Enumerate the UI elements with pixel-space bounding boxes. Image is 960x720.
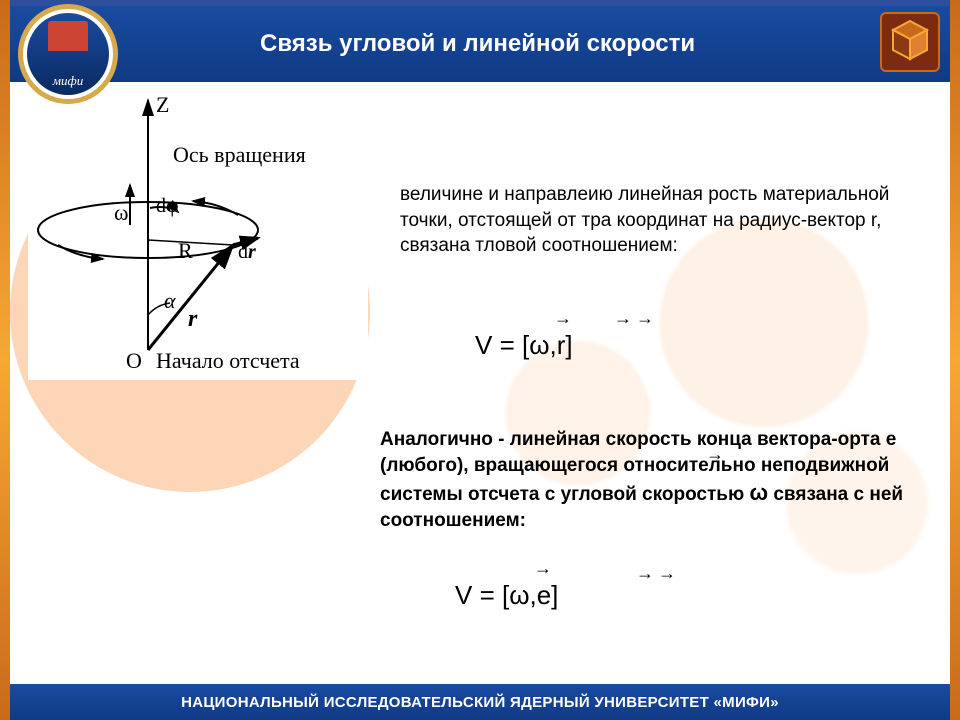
paragraph-2-omega: ω <box>749 480 768 505</box>
corner-cube-icon <box>880 12 940 72</box>
logo-text: мифи <box>53 73 84 89</box>
rotation-diagram: Z Ось вращения ω dφ R dr α r O Начало от… <box>28 90 368 380</box>
diagram-r: r <box>188 306 198 332</box>
vector-arrow-icon: → <box>658 563 676 584</box>
footer-bar: НАЦИОНАЛЬНЫЙ ИССЛЕДОВАТЕЛЬСКИЙ ЯДЕРНЫЙ У… <box>10 684 950 720</box>
content-area: Z Ось вращения ω dφ R dr α r O Начало от… <box>10 82 950 684</box>
diagram-alpha: α <box>164 288 176 313</box>
footer-text: НАЦИОНАЛЬНЫЙ ИССЛЕДОВАТЕЛЬСКИЙ ЯДЕРНЫЙ У… <box>181 694 779 711</box>
formula-1: V = [ω,r] <box>475 330 573 361</box>
university-logo: мифи <box>18 4 118 104</box>
diagram-z-label: Z <box>156 92 169 117</box>
vector-arrow-icon: → <box>636 308 654 329</box>
vector-arrow-icon: → <box>534 558 552 579</box>
paragraph-2: Аналогично - линейная скорость конца век… <box>380 427 940 534</box>
background-map-wash <box>330 82 950 684</box>
diagram-axis-caption: Ось вращения <box>173 142 306 167</box>
diagram-R: R <box>178 238 193 263</box>
diagram-O: O <box>126 348 142 373</box>
diagram-dr: dr <box>238 241 256 263</box>
header-bar: Связь угловой и линейной скорости <box>10 6 950 82</box>
slide-title: Связь угловой и линейной скорости <box>260 30 695 58</box>
diagram-origin-caption: Начало отсчета <box>156 348 300 373</box>
vector-arrow-icon: → <box>614 308 632 329</box>
diagram-omega: ω <box>114 200 128 225</box>
paragraph-1: величине и направлеию линейная рость мат… <box>400 182 930 259</box>
diagram-dphi: dφ <box>156 195 178 217</box>
vector-arrow-icon: → <box>636 563 654 584</box>
vector-arrow-icon: → <box>554 308 572 329</box>
formula-2: V = [ω,e] <box>455 580 558 611</box>
